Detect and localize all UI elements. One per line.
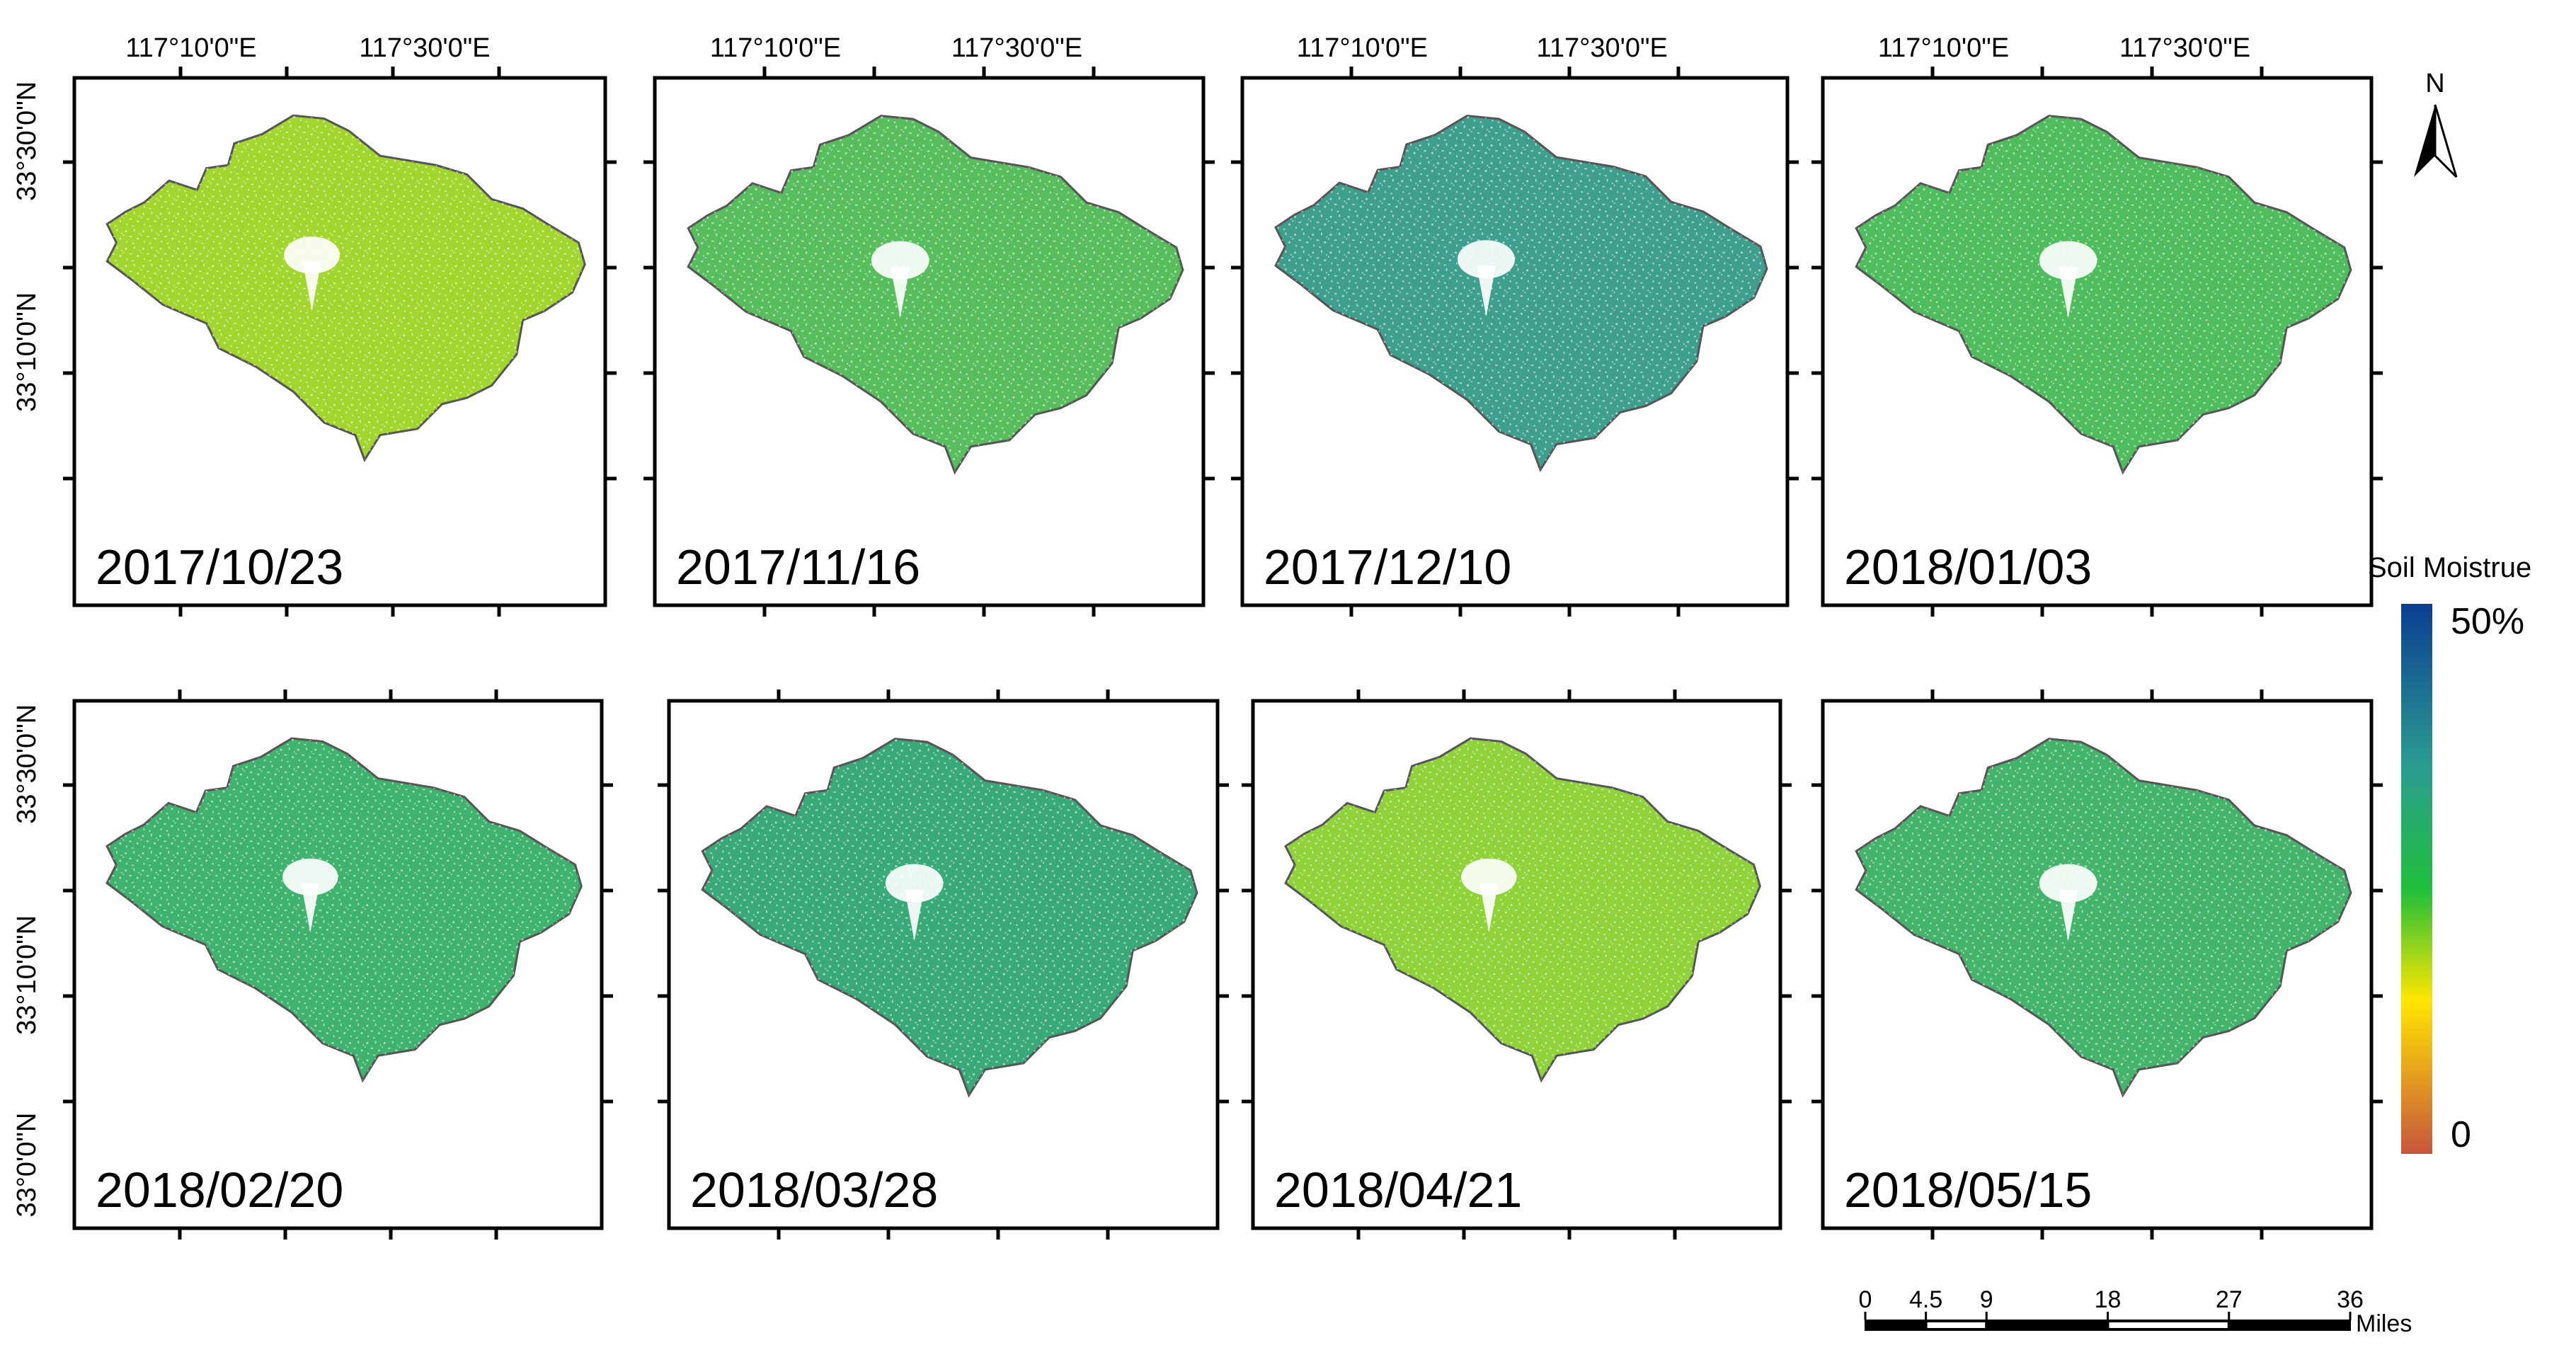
urban-strip — [891, 266, 910, 319]
map-panels-grid: 117°10'0"E 117°30'0"E 33°30'0"N 33°10'0"N 20… — [12, 33, 2383, 1240]
scale-bar-label: 18 — [2095, 1286, 2122, 1313]
scale-bar-label: 9 — [1980, 1286, 1993, 1313]
urban-strip — [1479, 883, 1499, 933]
legend-min-label: 0 — [2451, 1114, 2471, 1155]
latitude-label: 33°10'0"N — [12, 915, 42, 1035]
scale-bar-label: 36 — [2337, 1286, 2364, 1313]
longitude-label: 117°10'0"E — [125, 33, 256, 63]
longitude-label: 117°10'0"E — [1297, 33, 1428, 63]
urban-area — [1457, 240, 1515, 279]
urban-strip — [2059, 889, 2078, 942]
map-panel: 117°10'0"E 117°30'0"E 33°30'0"N 33°10'0"N 20… — [12, 33, 617, 617]
frame-ticks — [643, 67, 1215, 617]
region-map — [1284, 737, 1761, 1082]
scale-bar-label: 4.5 — [1909, 1286, 1942, 1313]
region-map — [701, 738, 1198, 1097]
map-panel: 2018/05/15 — [1811, 689, 2383, 1240]
panel-date-label: 2018/05/15 — [1844, 1162, 2092, 1218]
urban-strip — [905, 889, 925, 942]
region-map — [105, 737, 583, 1082]
frame-ticks — [658, 689, 1229, 1240]
legend-title: Soil Moistrue — [2368, 552, 2531, 583]
map-panel: 117°10'0"E 117°30'0"E 2017/11/16 — [643, 33, 1215, 617]
scale-bar-unit: Miles — [2356, 1310, 2412, 1337]
map-panel: 2018/03/28 — [658, 689, 1229, 1240]
urban-area — [885, 864, 944, 903]
urban-area — [2039, 241, 2097, 280]
urban-area — [284, 236, 340, 274]
region-map — [1855, 738, 2352, 1097]
scale-bar-segment — [2109, 1322, 2228, 1328]
map-panel: 117°10'0"E 117°30'0"E 2017/12/10 — [1231, 33, 1799, 617]
frame-ticks — [1811, 67, 2383, 617]
urban-area — [1461, 858, 1517, 895]
scale-bar-label: 27 — [2216, 1286, 2243, 1313]
latitude-label: 33°30'0"N — [12, 704, 42, 824]
map-panel: 2018/04/21 — [1242, 689, 1792, 1240]
scale-bar-segment — [1927, 1322, 1986, 1328]
urban-strip — [301, 883, 320, 933]
longitude-label: 117°30'0"E — [2119, 33, 2250, 63]
longitude-label: 117°30'0"E — [1537, 33, 1668, 63]
latitude-label: 33°30'0"N — [12, 81, 42, 201]
longitude-label: 117°10'0"E — [1878, 33, 2009, 63]
latitude-label: 33°10'0"N — [12, 292, 42, 412]
urban-area — [871, 241, 929, 280]
region-map — [1274, 115, 1768, 471]
region-map — [687, 115, 1184, 474]
region-map — [1855, 115, 2352, 474]
longitude-label: 117°30'0"E — [951, 33, 1082, 63]
frame-ticks — [1811, 689, 2383, 1240]
frame-ticks — [63, 67, 617, 617]
panel-date-label: 2017/10/23 — [96, 539, 343, 595]
panel-date-label: 2018/02/20 — [96, 1162, 343, 1218]
scale-bar-label: 0 — [1859, 1286, 1872, 1313]
longitude-label: 117°10'0"E — [710, 33, 841, 63]
panel-date-label: 2018/01/03 — [1844, 539, 2092, 595]
longitude-label: 117°30'0"E — [359, 33, 490, 63]
urban-area — [282, 858, 338, 895]
urban-strip — [2059, 266, 2078, 319]
latitude-label: 33°0'0"N — [12, 1113, 42, 1218]
urban-area — [2039, 864, 2097, 903]
legend-max-label: 50% — [2451, 601, 2524, 642]
legend-color-ramp — [2401, 604, 2432, 1154]
north-arrow-icon: N — [2414, 69, 2458, 178]
panel-date-label: 2018/03/28 — [690, 1162, 938, 1218]
frame-ticks — [1242, 689, 1792, 1240]
map-panel: 117°10'0"E 117°30'0"E 2018/01/03 — [1811, 33, 2383, 617]
region-map — [105, 114, 586, 462]
panel-date-label: 2017/12/10 — [1264, 539, 1511, 595]
frame-ticks — [63, 689, 613, 1240]
soil-moisture-legend: Soil Moistrue 50% 0 — [2368, 552, 2531, 1155]
map-panel: 33°30'0"N 33°10'0"N 33°0'0"N 2018/02/20 — [12, 689, 613, 1240]
panel-date-label: 2018/04/21 — [1274, 1162, 1522, 1218]
frame-ticks — [1231, 67, 1799, 617]
north-arrow-left-half — [2414, 105, 2435, 177]
panel-date-label: 2017/11/16 — [676, 539, 920, 595]
urban-strip — [302, 261, 321, 311]
urban-strip — [1476, 265, 1496, 317]
north-arrow-right-half — [2434, 104, 2458, 178]
north-label: N — [2425, 69, 2444, 98]
